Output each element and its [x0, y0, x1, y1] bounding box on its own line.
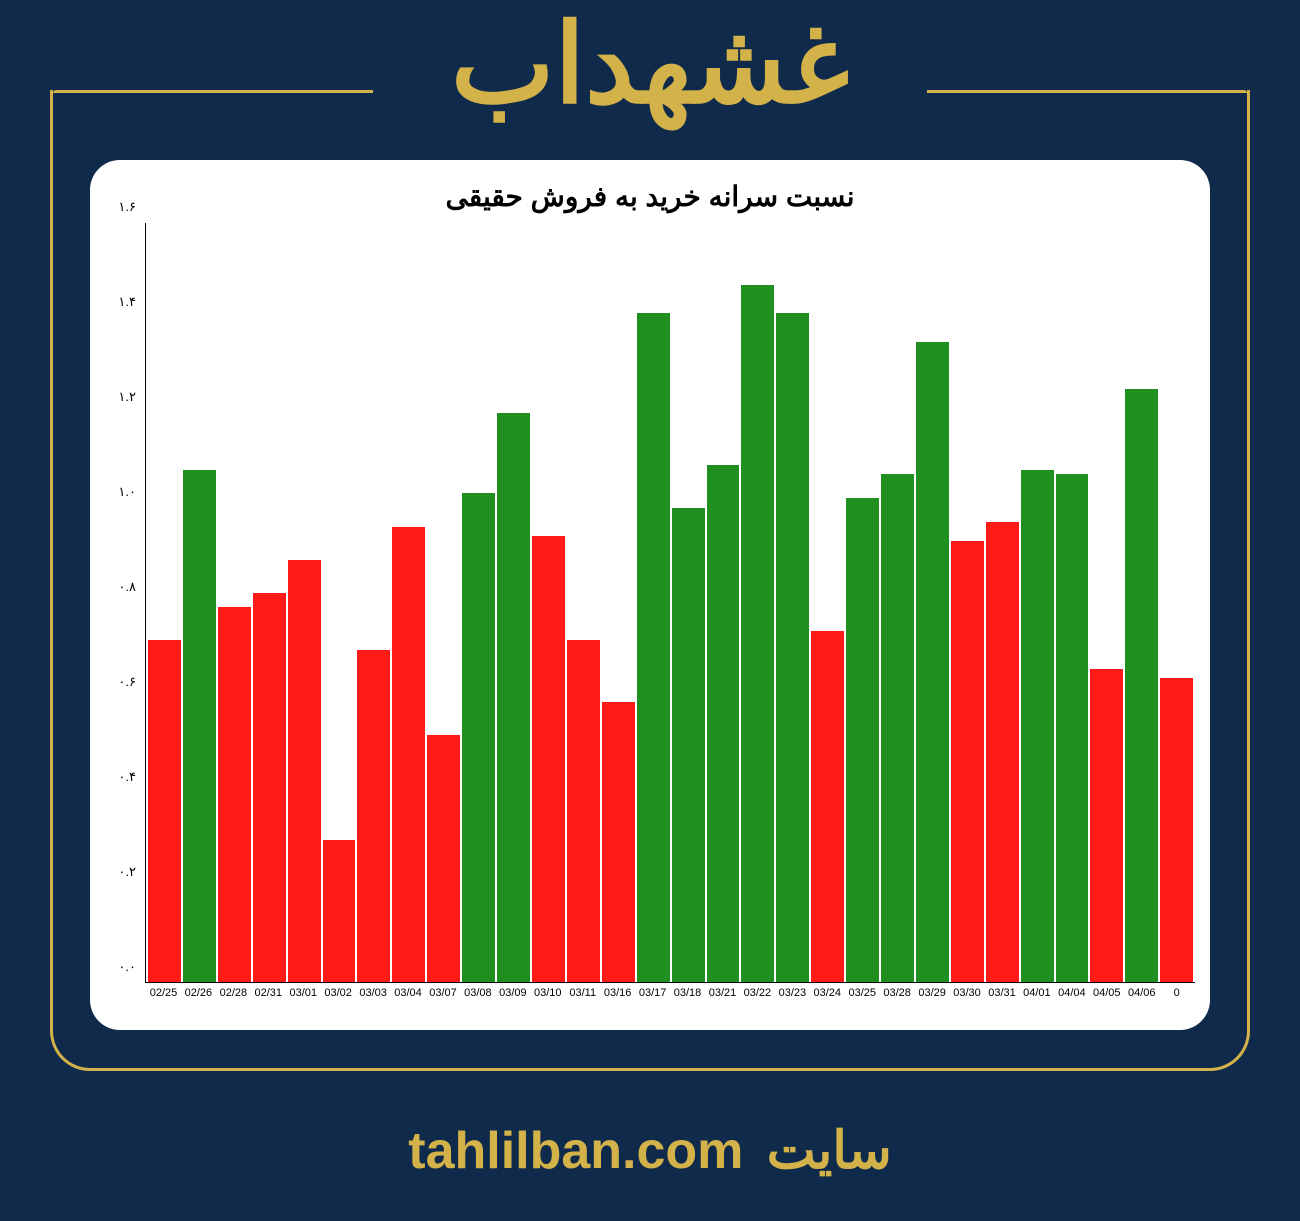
y-tick-label: ۱.۰ [100, 484, 140, 500]
x-tick-label: 03/23 [776, 983, 809, 1013]
x-tick-label: 03/09 [496, 983, 529, 1013]
bar [707, 465, 740, 982]
bar [811, 631, 844, 982]
x-tick-label: 03/21 [706, 983, 739, 1013]
x-tick-label: 04/06 [1125, 983, 1158, 1013]
x-tick-label: 04/04 [1055, 983, 1088, 1013]
x-tick-label: 03/22 [741, 983, 774, 1013]
plot-area [145, 223, 1195, 983]
bar [1125, 389, 1158, 982]
bar [1160, 678, 1193, 982]
y-tick-label: ۰.۲ [100, 864, 140, 880]
x-tick-label: 02/25 [147, 983, 180, 1013]
x-tick-label: 03/28 [881, 983, 914, 1013]
x-tick-label: 03/02 [322, 983, 355, 1013]
x-tick-label: 03/17 [636, 983, 669, 1013]
x-tick-label: 03/03 [357, 983, 390, 1013]
x-tick-label: 03/16 [601, 983, 634, 1013]
y-axis: ۰.۰۰.۲۰.۴۰.۶۰.۸۱.۰۱.۲۱.۴۱.۶ [100, 223, 140, 983]
x-tick-label: 04/01 [1020, 983, 1053, 1013]
x-tick-label: 03/07 [427, 983, 460, 1013]
chart-area: ۰.۰۰.۲۰.۴۰.۶۰.۸۱.۰۱.۲۱.۴۱.۶ 02/2502/2602… [100, 223, 1200, 1013]
bars-container [146, 223, 1195, 982]
bar [1021, 470, 1054, 982]
y-tick-label: ۰.۶ [100, 674, 140, 690]
bar [602, 702, 635, 982]
footer-prefix: سایت [767, 1122, 892, 1180]
bar [323, 840, 356, 982]
x-tick-label: 03/31 [986, 983, 1019, 1013]
bar [741, 285, 774, 982]
x-axis: 02/2502/2602/2802/3103/0103/0203/0303/04… [145, 983, 1195, 1013]
bar [637, 313, 670, 982]
bar [1090, 669, 1123, 982]
bar [288, 560, 321, 982]
x-tick-label: 03/30 [951, 983, 984, 1013]
x-tick-label: 03/29 [916, 983, 949, 1013]
bar [427, 735, 460, 982]
bar [1056, 474, 1089, 982]
bar [183, 470, 216, 982]
y-tick-label: ۰.۴ [100, 769, 140, 785]
x-tick-label: 03/24 [811, 983, 844, 1013]
x-tick-label: 04/05 [1090, 983, 1123, 1013]
bar [846, 498, 879, 982]
footer: سایت tahlilban.com [0, 1121, 1300, 1181]
x-tick-label: 03/08 [461, 983, 494, 1013]
bar [916, 342, 949, 982]
y-tick-label: ۰.۰ [100, 959, 140, 975]
y-tick-label: ۱.۲ [100, 389, 140, 405]
bar [497, 413, 530, 982]
x-tick-label: 02/26 [182, 983, 215, 1013]
x-tick-label: 02/28 [217, 983, 250, 1013]
bar [392, 527, 425, 982]
bar [532, 536, 565, 982]
y-tick-label: ۱.۶ [100, 199, 140, 215]
bar [567, 640, 600, 982]
bar [462, 493, 495, 982]
x-tick-label: 03/10 [531, 983, 564, 1013]
footer-url: tahlilban.com [408, 1122, 743, 1180]
bar [148, 640, 181, 982]
x-tick-label: 03/18 [671, 983, 704, 1013]
x-tick-label: 03/04 [392, 983, 425, 1013]
bar [881, 474, 914, 982]
x-tick-label: 0 [1160, 983, 1193, 1013]
bar [986, 522, 1019, 982]
bar [253, 593, 286, 982]
y-tick-label: ۰.۸ [100, 579, 140, 595]
bar [218, 607, 251, 982]
x-tick-label: 03/25 [846, 983, 879, 1013]
x-tick-label: 02/31 [252, 983, 285, 1013]
bar [357, 650, 390, 982]
y-tick-label: ۱.۴ [100, 294, 140, 310]
chart-title: نسبت سرانه خرید به فروش حقیقی [100, 180, 1200, 213]
x-tick-label: 03/11 [566, 983, 599, 1013]
x-tick-label: 03/01 [287, 983, 320, 1013]
chart-card: نسبت سرانه خرید به فروش حقیقی ۰.۰ ۰.۲ ۰.۴ ۰… [90, 160, 1210, 1030]
bar [672, 508, 705, 982]
bar [776, 313, 809, 982]
bar [951, 541, 984, 982]
